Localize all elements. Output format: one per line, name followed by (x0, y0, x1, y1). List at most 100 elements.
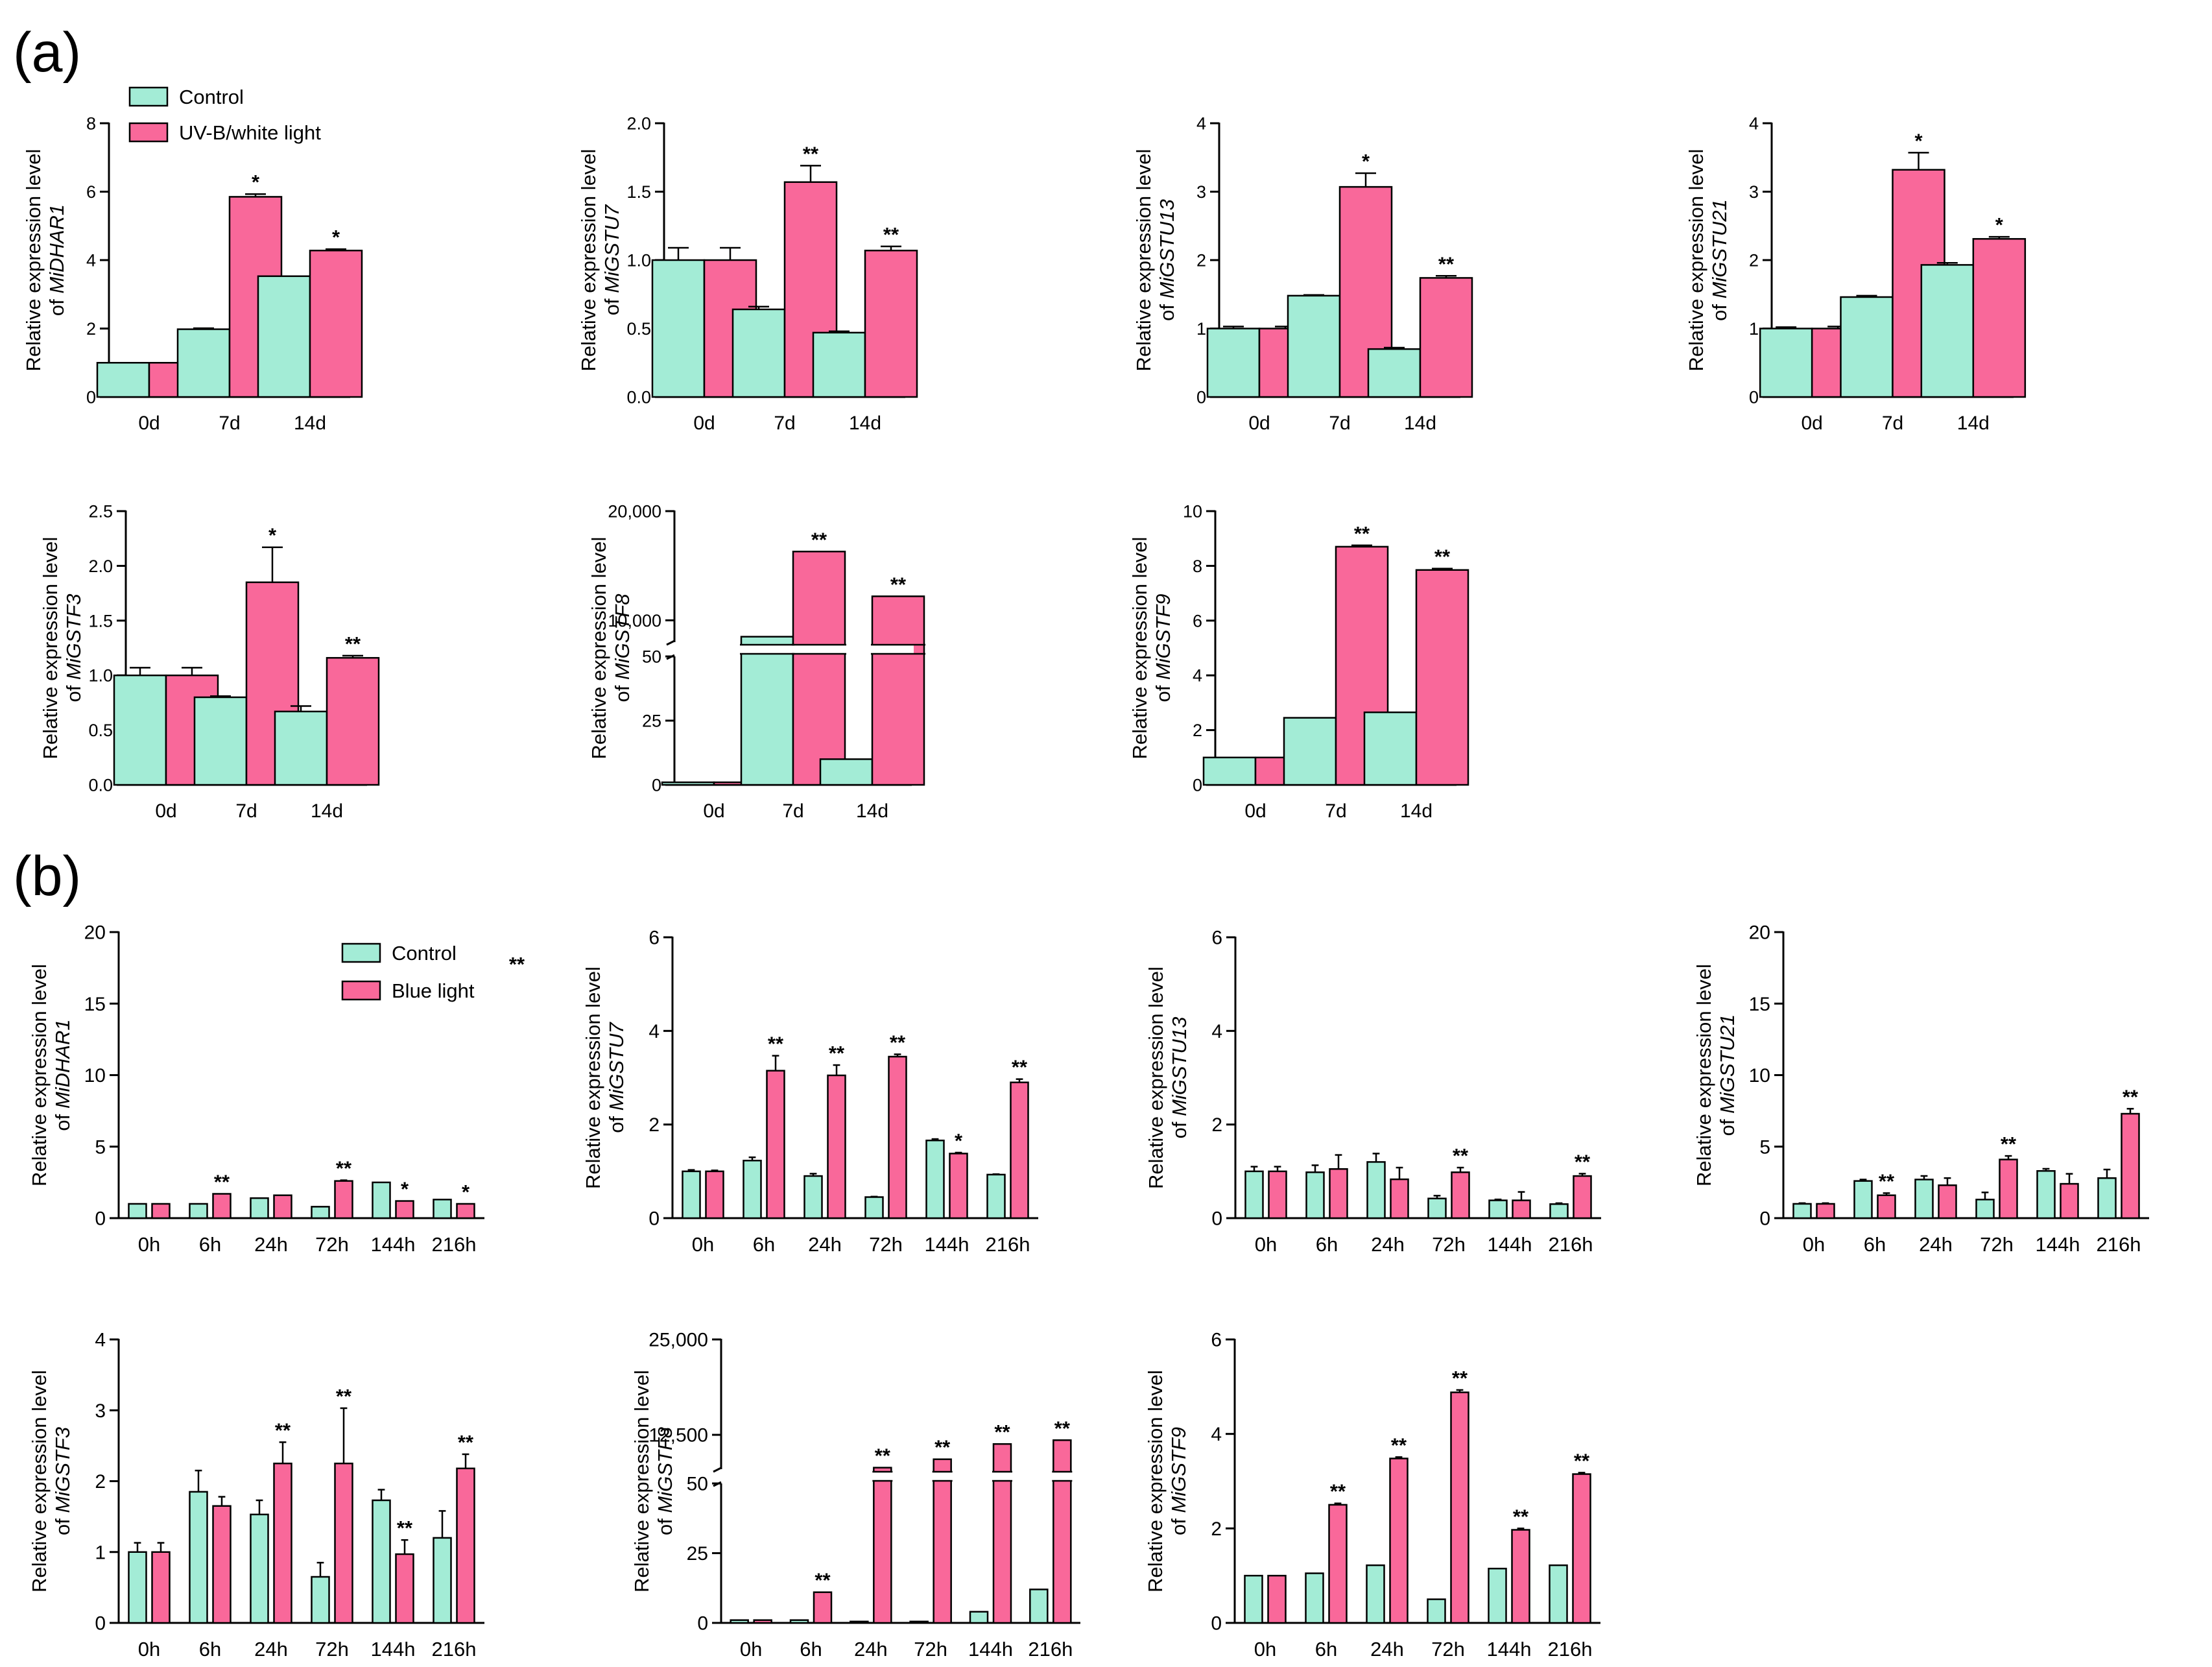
y-tick-label: 6 (1211, 1330, 1222, 1351)
x-tick-label: 7d (1329, 413, 1350, 434)
x-tick-label: 0d (138, 413, 160, 434)
bar-treatment (151, 1203, 171, 1219)
significance-label: ** (1012, 1056, 1028, 1079)
y-axis-label: Relative expression level (1693, 964, 1715, 1186)
y-tick-label: 1.0 (88, 666, 113, 686)
y-tick-label: 25 (642, 711, 661, 730)
x-tick-label: 0h (138, 1233, 160, 1256)
bar-treatment (2060, 1182, 2079, 1219)
bar-treatment (827, 1074, 846, 1219)
significance-label: ** (2123, 1085, 2139, 1108)
bar-control (1029, 1589, 1049, 1624)
y-tick-label: 20 (84, 922, 106, 944)
x-tick-label: 6h (1316, 1233, 1338, 1256)
bar-control (1488, 1199, 1508, 1219)
x-tick-label: 144h (1488, 1233, 1532, 1256)
bar-control (1305, 1572, 1324, 1624)
x-tick-label: 0h (1254, 1638, 1276, 1661)
y-axis-label: Relative expression level (582, 966, 604, 1189)
y-axis-label: Relative expression level (28, 1370, 51, 1592)
x-tick-label: 24h (254, 1638, 288, 1661)
chart-b3-MiGSTU13: 0 2 4 6 Relative expression level of MiGSTU13… (1145, 928, 1601, 1256)
bar-control (189, 1491, 208, 1624)
significance-label: * (1995, 213, 2004, 236)
y-tick-label: 10,000 (608, 611, 661, 630)
chart-b2-MiGSTU7: 0 2 4 6 Relative expression level of MiGSTU7 0… (582, 928, 1038, 1256)
bar-control (682, 1170, 701, 1219)
x-tick-label: 14d (294, 413, 326, 434)
bar-treatment (888, 1055, 907, 1219)
significance-label: ** (1434, 546, 1451, 568)
significance-label: ** (1513, 1505, 1529, 1528)
bar-control (661, 781, 715, 786)
y-tick-label: 15 (84, 994, 106, 1015)
bar-control (731, 308, 786, 398)
chart-a4-MiGSTU21: 0 1 2 3 4 Relative expression level of MiGSTU2… (1685, 114, 2027, 434)
bar-treatment (792, 551, 846, 786)
y-tick-label: 0 (648, 1208, 660, 1230)
y-tick-label: 15 (1749, 994, 1770, 1015)
y-tick-label: 8 (1193, 557, 1202, 576)
y-axis-gene-name: MiGSTF3 (62, 594, 85, 680)
significance-label: ** (1354, 522, 1370, 545)
bar-control (1367, 348, 1421, 398)
y-axis-gene-name: MiDHAR1 (45, 204, 68, 294)
axis-break-mark (713, 1481, 722, 1487)
significance-label: ** (815, 1569, 831, 1592)
axis-break-mark (666, 654, 675, 660)
significance-label: ** (768, 1033, 784, 1055)
x-tick-label: 7d (235, 800, 257, 822)
bar-treatment (1999, 1158, 2018, 1219)
bar-treatment (1419, 277, 1473, 398)
significance-label: ** (883, 223, 899, 246)
significance-label: * (1362, 150, 1370, 173)
chart-b1-MiDHAR1: 0 5 10 15 20 Relative expression level of MiDH… (28, 922, 525, 1256)
bar-treatment (1450, 1391, 1469, 1624)
bar-treatment (753, 1619, 772, 1624)
y-tick-label: 0 (1759, 1208, 1770, 1230)
y-tick-label: 50 (687, 1474, 708, 1495)
bar-control (789, 1619, 809, 1624)
panel-label-b: (b) (13, 845, 81, 907)
legend-b: Control Blue light (341, 942, 475, 1002)
bar-control (372, 1499, 391, 1624)
bar-control (372, 1181, 391, 1219)
y-axis-gene-name: MiGSTF8 (611, 594, 634, 680)
x-tick-label: 24h (1370, 1638, 1404, 1661)
y-tick-label: 2 (1211, 1518, 1222, 1540)
x-tick-label: 6h (1864, 1233, 1886, 1256)
bar-control (96, 362, 150, 398)
x-tick-label: 6h (199, 1233, 221, 1256)
significance-label: ** (345, 632, 361, 655)
y-tick-label: 1.5 (88, 611, 113, 630)
bar-control (812, 331, 866, 398)
y-axis-gene-prefix: of (1168, 1116, 1191, 1138)
y-tick-label: 0 (95, 1613, 106, 1635)
bar-treatment (334, 1180, 353, 1219)
y-axis-gene-prefix: of (605, 1110, 628, 1133)
y-axis-gene-prefix: of (51, 1513, 74, 1535)
x-tick-label: 216h (1549, 1233, 1593, 1256)
bar-treatment (1816, 1203, 1835, 1219)
significance-label: ** (875, 1445, 891, 1467)
bar-control (1427, 1598, 1446, 1624)
y-axis-gene-label: of MiGSTF8 (611, 594, 634, 702)
y-tick-label: 3 (95, 1400, 106, 1422)
bar-treatment (766, 1070, 785, 1219)
bar-treatment (949, 1153, 968, 1219)
y-tick-label: 0 (652, 775, 661, 795)
bar-treatment (456, 1203, 475, 1219)
y-axis-gene-name: MiGSTU21 (1716, 1014, 1739, 1114)
x-tick-label: 0d (1244, 800, 1266, 822)
bar-treatment (705, 1170, 724, 1219)
bar-treatment (1267, 1574, 1287, 1624)
y-tick-label: 2 (1749, 250, 1759, 270)
x-tick-label: 0d (1248, 413, 1270, 434)
y-tick-label: 4 (1211, 1424, 1222, 1445)
bar-control (2097, 1177, 2117, 1219)
bar-treatment (212, 1193, 232, 1219)
y-axis-gene-prefix: of (45, 294, 68, 316)
y-tick-label: 4 (1196, 114, 1206, 133)
bar-treatment (1268, 1170, 1287, 1219)
